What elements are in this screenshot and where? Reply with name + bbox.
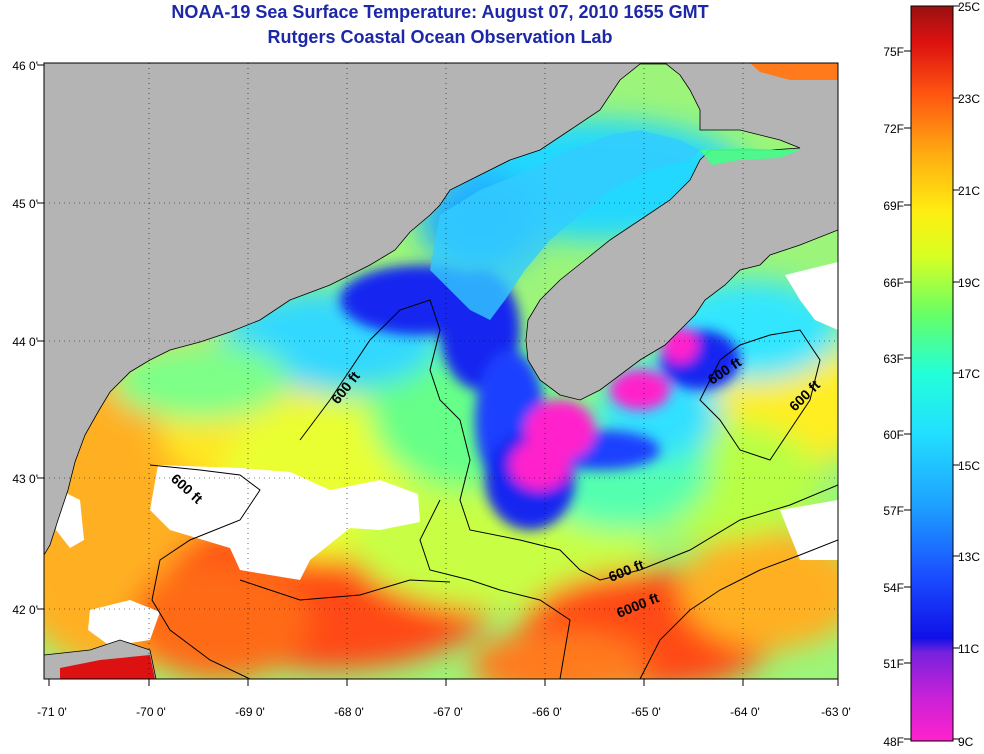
lon-tick-label: -70 0' [136, 705, 166, 719]
lon-tick-label: -66 0' [532, 705, 562, 719]
lon-tick-label: -71 0' [37, 705, 67, 719]
fahrenheit-label: 60F [883, 428, 904, 442]
map-tick-marks [37, 64, 839, 686]
colorbar-ticks [904, 5, 960, 740]
bathymetry-contours [149, 299, 838, 679]
celsius-label: 21C [958, 184, 980, 198]
contour-shelf-edge [639, 539, 838, 679]
lat-tick-label: 44 0' [12, 335, 38, 349]
colorbar-gradient [910, 5, 954, 742]
sst-map[interactable]: 600 ft 600 ft 600 ft 600 ft 600 ft 6000 … [10, 63, 870, 700]
fahrenheit-label: 54F [883, 581, 904, 595]
celsius-label: 25C [958, 0, 980, 14]
lon-tick-label: -63 0' [821, 705, 851, 719]
lon-tick-label: -69 0' [235, 705, 265, 719]
lat-tick-label: 42 0' [12, 603, 38, 617]
contour-georges-bank [239, 579, 451, 601]
lon-tick-label: -68 0' [334, 705, 364, 719]
fahrenheit-label: 75F [883, 45, 904, 59]
celsius-label: 19C [958, 276, 980, 290]
map-frame [43, 62, 839, 680]
minas-basin-water [700, 148, 800, 165]
contour-6000ft [419, 499, 571, 679]
map-title: NOAA-19 Sea Surface Temperature: August … [171, 2, 709, 22]
latitude-labels: 46 0' 45 0' 44 0' 43 0' 42 0' [12, 59, 38, 617]
contour-600ft-central [299, 299, 838, 581]
colorbar-celsius-labels: 25C 23C 21C 19C 17C 15C 13C 11C 9C [958, 0, 980, 749]
fahrenheit-label: 66F [883, 276, 904, 290]
warm-coastal-strip [60, 655, 155, 679]
colorbar: 75F 72F 69F 66F 63F 60F 57F 54F 51F 48F … [883, 0, 980, 749]
celsius-label: 23C [958, 92, 980, 106]
fahrenheit-label: 63F [883, 352, 904, 366]
fahrenheit-label: 69F [883, 199, 904, 213]
celsius-label: 9C [958, 735, 974, 749]
lon-tick-label: -67 0' [433, 705, 463, 719]
lon-tick-label: -65 0' [631, 705, 661, 719]
lat-tick-label: 45 0' [12, 197, 38, 211]
celsius-label: 13C [958, 550, 980, 564]
bay-of-fundy-water [430, 130, 700, 320]
fahrenheit-label: 51F [883, 657, 904, 671]
celsius-label: 11C [958, 642, 979, 656]
warm-patch-north [750, 63, 838, 80]
lat-tick-label: 43 0' [12, 472, 38, 486]
cloud-cover [56, 78, 838, 646]
contour-600ft-east [699, 329, 821, 461]
fahrenheit-label: 72F [883, 122, 904, 136]
celsius-label: 15C [958, 459, 980, 473]
longitude-labels: -71 0' -70 0' -69 0' -68 0' -67 0' -66 0… [37, 705, 851, 719]
fahrenheit-label: 48F [883, 735, 904, 749]
colorbar-fahrenheit-labels: 75F 72F 69F 66F 63F 60F 57F 54F 51F 48F [883, 45, 904, 749]
fahrenheit-label: 57F [883, 504, 904, 518]
contour-600ft-west [149, 464, 261, 679]
lon-tick-label: -64 0' [730, 705, 760, 719]
lat-tick-label: 46 0' [12, 59, 38, 73]
celsius-label: 17C [958, 367, 980, 381]
map-subtitle: Rutgers Coastal Ocean Observation Lab [267, 27, 613, 47]
cold-water-field [340, 265, 740, 530]
